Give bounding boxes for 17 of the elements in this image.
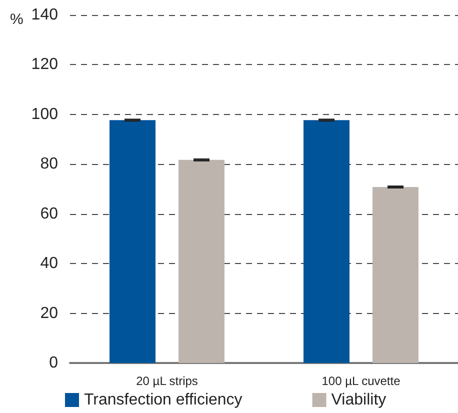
y-tick-label: 60 bbox=[40, 205, 58, 222]
bar bbox=[178, 160, 224, 363]
legend-label: Transfection efficiency bbox=[84, 392, 242, 408]
x-tick-label: 20 µL strips bbox=[136, 374, 198, 388]
y-tick-label: 120 bbox=[31, 56, 58, 74]
y-tick-label: 40 bbox=[40, 255, 58, 272]
x-tick-label: 100 µL cuvette bbox=[322, 374, 401, 388]
y-tick-label: 100 bbox=[31, 106, 58, 123]
y-tick-label: 20 bbox=[40, 304, 58, 322]
y-axis-title: % bbox=[10, 11, 24, 28]
y-tick-label: 80 bbox=[40, 156, 58, 173]
y-tick-label: 140 bbox=[31, 6, 58, 24]
legend-label: Viability bbox=[331, 392, 386, 408]
bar bbox=[304, 120, 350, 363]
y-tick-label: 0 bbox=[49, 354, 58, 372]
bar bbox=[110, 120, 156, 363]
bar bbox=[372, 187, 418, 363]
